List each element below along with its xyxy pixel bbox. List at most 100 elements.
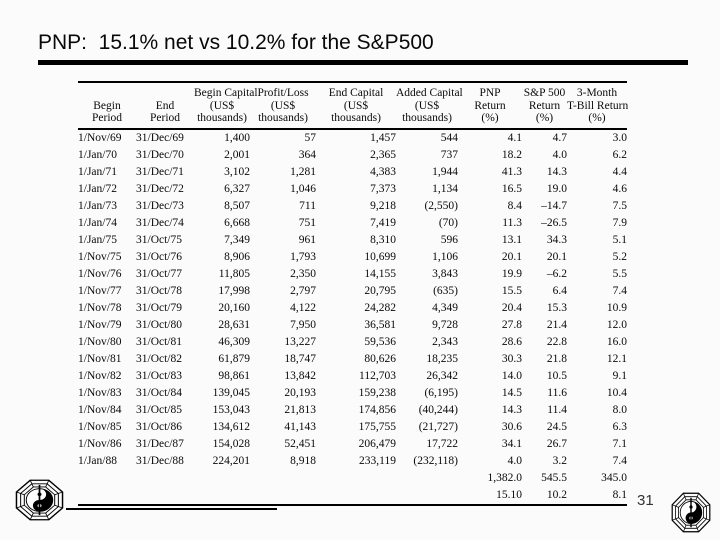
cell: 8,906 — [224, 250, 250, 263]
cell — [194, 470, 250, 487]
cell: 1,400 — [224, 131, 250, 144]
table-row: 1/Nov/80 31/Oct/81 46,309 13,227 59,536 2,343… — [78, 334, 627, 351]
cell: 31/Oct/81 — [136, 335, 182, 348]
table-row: 1/Jan/73 31/Dec/73 8,507 711 9,218 (2,550) 8.4… — [78, 198, 627, 215]
cell: 31/Oct/77 — [136, 267, 182, 280]
cell: 12.0 — [606, 318, 627, 331]
table-row: 1/Nov/76 31/Oct/77 11,805 2,350 14,155 3,843 1… — [78, 266, 627, 283]
cell: 1,106 — [432, 250, 458, 263]
cell: –26.5 — [541, 216, 567, 229]
cell: 21.4 — [546, 318, 567, 331]
cell: 28.6 — [501, 335, 522, 348]
cell: 24,282 — [364, 301, 396, 314]
cell: (6,195) — [424, 386, 458, 399]
cell: 3,102 — [224, 165, 250, 178]
yin-yang-dollar-icon — [15, 479, 64, 521]
column-header: Added Capital (US$ thousands) — [396, 82, 463, 130]
table-row: 1/Nov/85 31/Oct/86 134,612 41,143 175,755 (21… — [78, 419, 627, 436]
cell: 1/Nov/85 — [78, 420, 122, 433]
cell: 1,944 — [432, 165, 458, 178]
cell: 737 — [440, 148, 458, 161]
table-body: 1/Nov/69 31/Dec/69 1,400 57 1,457 544 4.1 4.7 3.… — [78, 129, 627, 505]
cell: 11,805 — [218, 267, 250, 280]
column-header: PNP Return (%) — [458, 82, 522, 130]
cell: 7.4 — [612, 454, 627, 467]
cell: 4.4 — [612, 165, 627, 178]
cell: 31/Dec/88 — [136, 454, 184, 467]
cell: 1/Nov/84 — [78, 403, 122, 416]
cell: 153,043 — [212, 403, 250, 416]
cell: 31/Oct/76 — [136, 250, 182, 263]
cell: 751 — [298, 216, 316, 229]
cell: 1/Nov/76 — [78, 267, 122, 280]
cell: 14,155 — [364, 267, 396, 280]
footer-divider — [66, 508, 277, 510]
cell: 16.5 — [501, 182, 522, 195]
totals-row: 1,382.0 545.5 345.0 — [78, 470, 628, 487]
cell: 2,350 — [290, 267, 316, 280]
column-header: End Capital (US$ thousands) — [316, 82, 396, 130]
cell: 1/Nov/78 — [78, 301, 122, 314]
cell: 27.8 — [501, 318, 522, 331]
cell: 6,668 — [224, 216, 250, 229]
cell: 10.5 — [546, 369, 567, 382]
table-row: 1/Jan/72 31/Dec/72 6,327 1,046 7,373 1,134 16.… — [78, 181, 627, 198]
cell: 4,383 — [370, 165, 396, 178]
cell: 6.4 — [552, 284, 567, 297]
cell — [194, 487, 250, 505]
column-header: End Period — [136, 82, 194, 130]
cell: 4,349 — [432, 301, 458, 314]
cell: 8.0 — [612, 403, 627, 416]
cell: 224,201 — [212, 454, 250, 467]
cell: 10.9 — [606, 301, 627, 314]
cell: 233,119 — [359, 454, 396, 467]
cell: 31/Oct/86 — [136, 420, 182, 433]
cell: 1,457 — [370, 131, 396, 144]
cell: 7,950 — [290, 318, 316, 331]
cell: 11.6 — [547, 386, 567, 399]
cell: 4.0 — [552, 148, 567, 161]
cell — [396, 487, 458, 505]
cell: 1,134 — [432, 182, 458, 195]
cell — [78, 487, 136, 505]
table-row: 1/Nov/77 31/Oct/78 17,998 2,797 20,795 (635) 1… — [78, 283, 627, 300]
cell: 961 — [298, 233, 316, 246]
table-row: 1/Nov/82 31/Oct/83 98,861 13,842 112,703 26,3… — [78, 368, 627, 385]
cell: 34.3 — [546, 233, 567, 246]
column-header: Begin Period — [78, 82, 136, 130]
cell: 21.8 — [546, 352, 567, 365]
cell: 20,193 — [284, 386, 316, 399]
cell: 15.10 — [496, 488, 522, 501]
cell: (635) — [433, 284, 458, 297]
cell: 7,419 — [370, 216, 396, 229]
cell: 1/Jan/88 — [78, 454, 117, 467]
cell: 711 — [299, 199, 316, 212]
cell: 9,728 — [432, 318, 458, 331]
cell: 345.0 — [601, 471, 627, 484]
cell: –6.2 — [546, 267, 567, 280]
page-number: 31 — [637, 492, 654, 509]
cell: 5.2 — [612, 250, 627, 263]
cell: (21,727) — [418, 420, 458, 433]
cell: 8.1 — [612, 488, 627, 501]
cell: 10.2 — [546, 488, 567, 501]
cell: 175,755 — [358, 420, 396, 433]
cell: 14.3 — [546, 165, 567, 178]
cell: 134,612 — [212, 420, 250, 433]
table-row: 1/Jan/71 31/Dec/71 3,102 1,281 4,383 1,944 41.… — [78, 164, 627, 181]
cell: 13,842 — [284, 369, 316, 382]
cell: 159,238 — [358, 386, 396, 399]
cell: 19.9 — [501, 267, 522, 280]
cell: 31/Oct/78 — [136, 284, 182, 297]
cell: 7.5 — [612, 199, 627, 212]
cell: 31/Dec/69 — [136, 131, 184, 144]
cell: 14.0 — [501, 369, 522, 382]
cell: 26,342 — [426, 369, 458, 382]
cell: 3.2 — [552, 454, 567, 467]
cell: 20,795 — [364, 284, 396, 297]
cell: 596 — [440, 233, 458, 246]
cell: 61,879 — [218, 352, 250, 365]
cell: 20.1 — [546, 250, 567, 263]
cell: 1/Nov/81 — [78, 352, 122, 365]
cell: 18.2 — [501, 148, 522, 161]
